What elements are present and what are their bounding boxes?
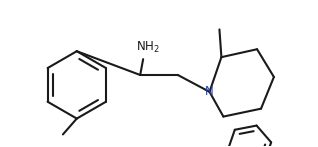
Text: NH$_2$: NH$_2$ [136,40,160,55]
Text: N: N [205,85,214,98]
